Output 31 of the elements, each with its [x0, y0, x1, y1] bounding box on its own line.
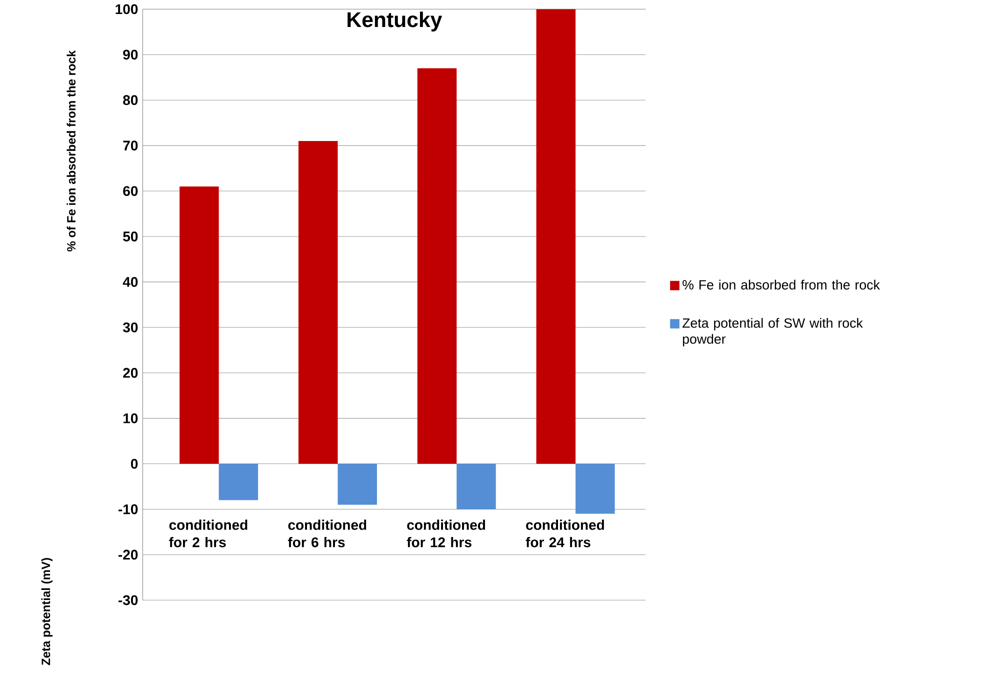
bar: [338, 464, 377, 504]
bar: [536, 8, 576, 464]
y-tick-label: 30: [122, 322, 138, 332]
y-tick-label: 100: [116, 4, 138, 14]
y-tick-label: 10: [124, 413, 138, 424]
bar: [417, 68, 457, 464]
y-tick-label: -20: [118, 550, 138, 560]
bar: [576, 464, 615, 514]
x-tick-label: conditioned for 2 hrs: [169, 519, 248, 548]
bar: [298, 140, 338, 464]
y-tick-label: -10: [118, 504, 138, 514]
legend-label: Zeta potential of SW with rock powder: [682, 318, 863, 346]
y-tick-label: 20: [123, 368, 138, 378]
bar: [456, 464, 496, 510]
y-tick-label: 50: [123, 231, 138, 242]
legend-label: % Fe ion absorbed from the rock: [682, 280, 880, 290]
chart-title: Kentucky: [348, 11, 442, 32]
y-tick-label: 0: [130, 458, 138, 469]
x-tick-label: conditioned for 6 hrs: [288, 519, 366, 548]
x-tick-label: conditioned for 12 hrs: [406, 519, 486, 548]
y-axis-title: % of Fe ion absorbed from the rock: [66, 50, 76, 252]
text: Zeta potential (mV): [41, 558, 53, 665]
y-tick-label: 70: [123, 140, 138, 150]
y-tick-label: 80: [123, 94, 138, 105]
bar: [180, 186, 219, 464]
y-tick-label: 60: [123, 186, 138, 196]
x-tick-label: conditioned for 24 hrs: [526, 519, 604, 548]
y-tick-label: 40: [122, 276, 138, 287]
y-tick-label: -30: [118, 594, 138, 605]
y-tick-label: 90: [123, 49, 138, 60]
bar: [218, 464, 258, 500]
